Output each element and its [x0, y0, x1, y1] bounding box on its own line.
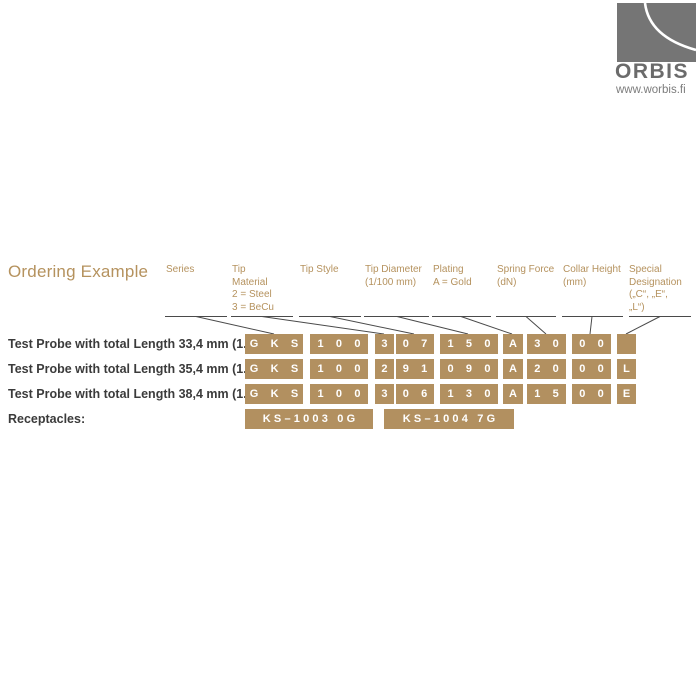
code-box-series: G K S: [245, 359, 303, 379]
code-box-spring-force: 2 0: [527, 359, 566, 379]
code-box-plating: A: [503, 384, 523, 404]
code-box-tip-material: 3: [375, 334, 394, 354]
code-box-plating: A: [503, 334, 523, 354]
code-box-tip-diameter: 1 3 0: [440, 384, 498, 404]
receptacle-code-box: KS–1004 7G: [384, 409, 514, 429]
row-label-probe-38: Test Probe with total Length 38,4 mm (1.…: [8, 387, 276, 401]
code-box-collar-height: 0 0: [572, 334, 611, 354]
page-title: Ordering Example: [8, 262, 149, 281]
row-label-probe-33: Test Probe with total Length 33,4 mm (1.…: [8, 337, 276, 351]
code-box-tip-diameter: 0 9 0: [440, 359, 498, 379]
code-box-special: L: [617, 359, 636, 379]
column-header-plating: Plating A = Gold: [433, 264, 472, 288]
code-box-special: [617, 334, 636, 354]
logo-wordmark: ORBIS: [615, 60, 690, 83]
code-box-tip-material: 3: [375, 384, 394, 404]
column-header-tip-material: Tip Material 2 = Steel 3 = BeCu: [232, 264, 274, 313]
code-box-series: G K S: [245, 334, 303, 354]
column-header-tip-diameter: Tip Diameter (1/100 mm): [365, 264, 422, 288]
logo-url: www.worbis.fi: [616, 84, 686, 96]
code-box-spring-force: 3 0: [527, 334, 566, 354]
column-header-collar-height: Collar Height (mm): [563, 264, 621, 288]
code-box-series: G K S: [245, 384, 303, 404]
row-label-probe-35: Test Probe with total Length 35,4 mm (1.…: [8, 362, 276, 376]
code-box-tip-diameter: 1 5 0: [440, 334, 498, 354]
column-header-spring-force: Spring Force (dN): [497, 264, 555, 288]
code-box-special: E: [617, 384, 636, 404]
code-box-tip-style: 0 6: [396, 384, 434, 404]
row-label-receptacles: Receptacles:: [8, 412, 86, 426]
code-box-series-num: 1 0 0: [310, 384, 368, 404]
code-box-series-num: 1 0 0: [310, 359, 368, 379]
code-box-tip-material: 2: [375, 359, 394, 379]
code-box-plating: A: [503, 359, 523, 379]
receptacle-code-box: KS–1003 0G: [245, 409, 373, 429]
code-box-series-num: 1 0 0: [310, 334, 368, 354]
code-box-tip-style: 9 1: [396, 359, 434, 379]
code-box-collar-height: 0 0: [572, 384, 611, 404]
column-header-tip-style: Tip Style: [300, 264, 339, 275]
column-header-special-designation: Special Designation („C“, „E“, „L“): [629, 264, 682, 313]
orbis-logo-icon: [617, 3, 696, 62]
code-box-spring-force: 1 5: [527, 384, 566, 404]
code-box-collar-height: 0 0: [572, 359, 611, 379]
code-box-tip-style: 0 7: [396, 334, 434, 354]
column-header-series: Series: [166, 264, 195, 275]
